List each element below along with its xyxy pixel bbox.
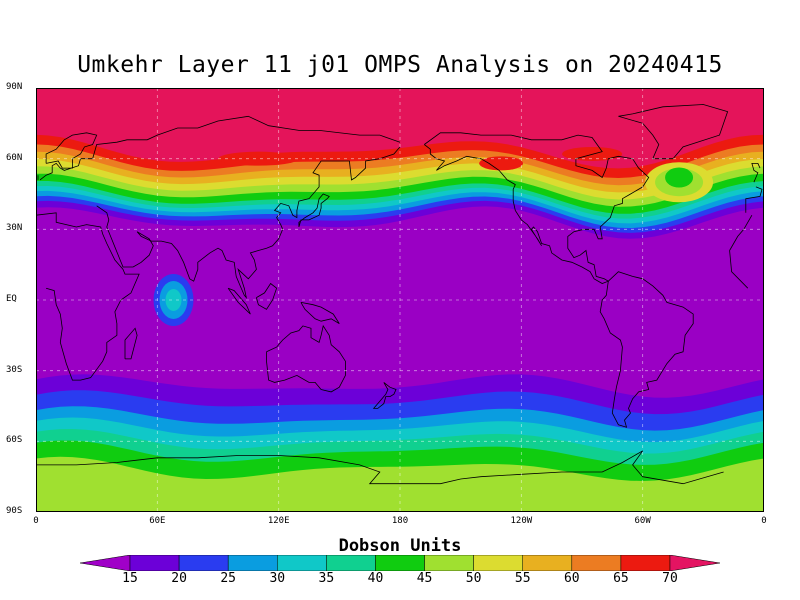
colorbar-under-triangle	[80, 555, 131, 571]
ozone-map	[36, 88, 764, 512]
coastline-europe-asia	[39, 115, 401, 181]
map-border	[36, 88, 764, 512]
colorbar-swatch	[522, 555, 573, 571]
coastline-africa	[729, 250, 749, 289]
lat-tick-label: 60N	[6, 152, 23, 163]
coastline-n-america	[424, 132, 650, 284]
colorbar-tick-label: 20	[171, 571, 187, 586]
colorbar-tick-label: 50	[465, 571, 482, 586]
lat-tick-label: 90S	[6, 506, 23, 516]
lat-tick-label: EQ	[6, 294, 17, 304]
colorbar-over-triangle	[669, 555, 720, 571]
lat-tick-label: 30N	[6, 223, 23, 234]
coastline-africa	[729, 215, 753, 251]
coastline-antarctica	[36, 455, 400, 485]
lat-tick-label: 30S	[6, 364, 23, 375]
lat-tick-label: 60S	[6, 435, 23, 446]
lon-tick-label: 0	[761, 516, 767, 526]
coastline-asia-south	[96, 146, 401, 300]
colorbar-swatch	[571, 555, 622, 571]
colorbar-tick-label: 25	[220, 571, 236, 586]
lon-tick-label: 120W	[510, 516, 533, 526]
indian-ocean-anomaly-inner	[165, 289, 182, 311]
colorbar-tick-label: 65	[613, 571, 629, 586]
coastline-antarctica	[400, 450, 724, 485]
lon-tick-label: 0	[33, 516, 39, 526]
contour-band-south	[36, 456, 764, 512]
colorbar-swatch	[277, 555, 327, 571]
coastline-europe-asia	[745, 186, 763, 213]
coastline-indonesia	[227, 287, 251, 315]
lon-tick-label: 180	[391, 516, 409, 526]
colorbar-swatch	[129, 555, 180, 571]
colorbar-swatch	[424, 555, 474, 571]
lon-tick-label: 120E	[267, 516, 290, 526]
colorbar-swatch	[473, 555, 523, 571]
colorbar-tick-label: 15	[122, 571, 138, 586]
colorbar-swatch	[178, 555, 229, 571]
north-atlantic-trough-inner	[665, 167, 694, 188]
colorbar-swatch	[620, 555, 671, 571]
colorbar-tick-label: 60	[563, 571, 580, 586]
pacific-high-patch	[479, 156, 524, 171]
coastline-australia	[266, 324, 346, 393]
colorbar-tick-label: 70	[662, 571, 678, 586]
chart-title: Umkehr Layer 11 j01 OMPS Analysis on 202…	[77, 52, 723, 78]
coastlines	[36, 104, 763, 485]
lon-tick-label: 60W	[634, 516, 651, 526]
colorbar-swatch	[227, 555, 278, 571]
ozone-anomalies	[153, 146, 714, 326]
colorbar	[80, 555, 720, 571]
coastline-uk	[751, 163, 761, 183]
colorbar-tick-label: 35	[318, 571, 335, 586]
coastline-greenland	[618, 104, 729, 160]
coastline-nz	[372, 382, 397, 409]
coastline-png	[300, 302, 340, 324]
colorbar-swatch	[326, 555, 376, 571]
lon-tick-label: 60E	[149, 516, 166, 526]
coastline-s-america	[599, 271, 694, 428]
coastline-japan	[298, 193, 330, 228]
colorbar-tick-label: 40	[367, 571, 384, 586]
gridlines	[36, 88, 764, 512]
siberia-high-patch	[218, 151, 299, 166]
coastline-madagascar	[124, 327, 138, 360]
colorbar-title: Dobson Units	[338, 536, 462, 556]
colorbar-swatch	[375, 555, 425, 571]
colorbar-tick-label: 55	[514, 571, 531, 586]
coastline-scandinavia	[45, 132, 98, 169]
colorbar-tick-label: 30	[269, 571, 286, 586]
coastline-africa	[36, 212, 140, 381]
colorbar-tick-label: 45	[416, 571, 433, 586]
coastline-borneo	[256, 282, 278, 310]
lat-tick-label: 90N	[6, 82, 23, 92]
